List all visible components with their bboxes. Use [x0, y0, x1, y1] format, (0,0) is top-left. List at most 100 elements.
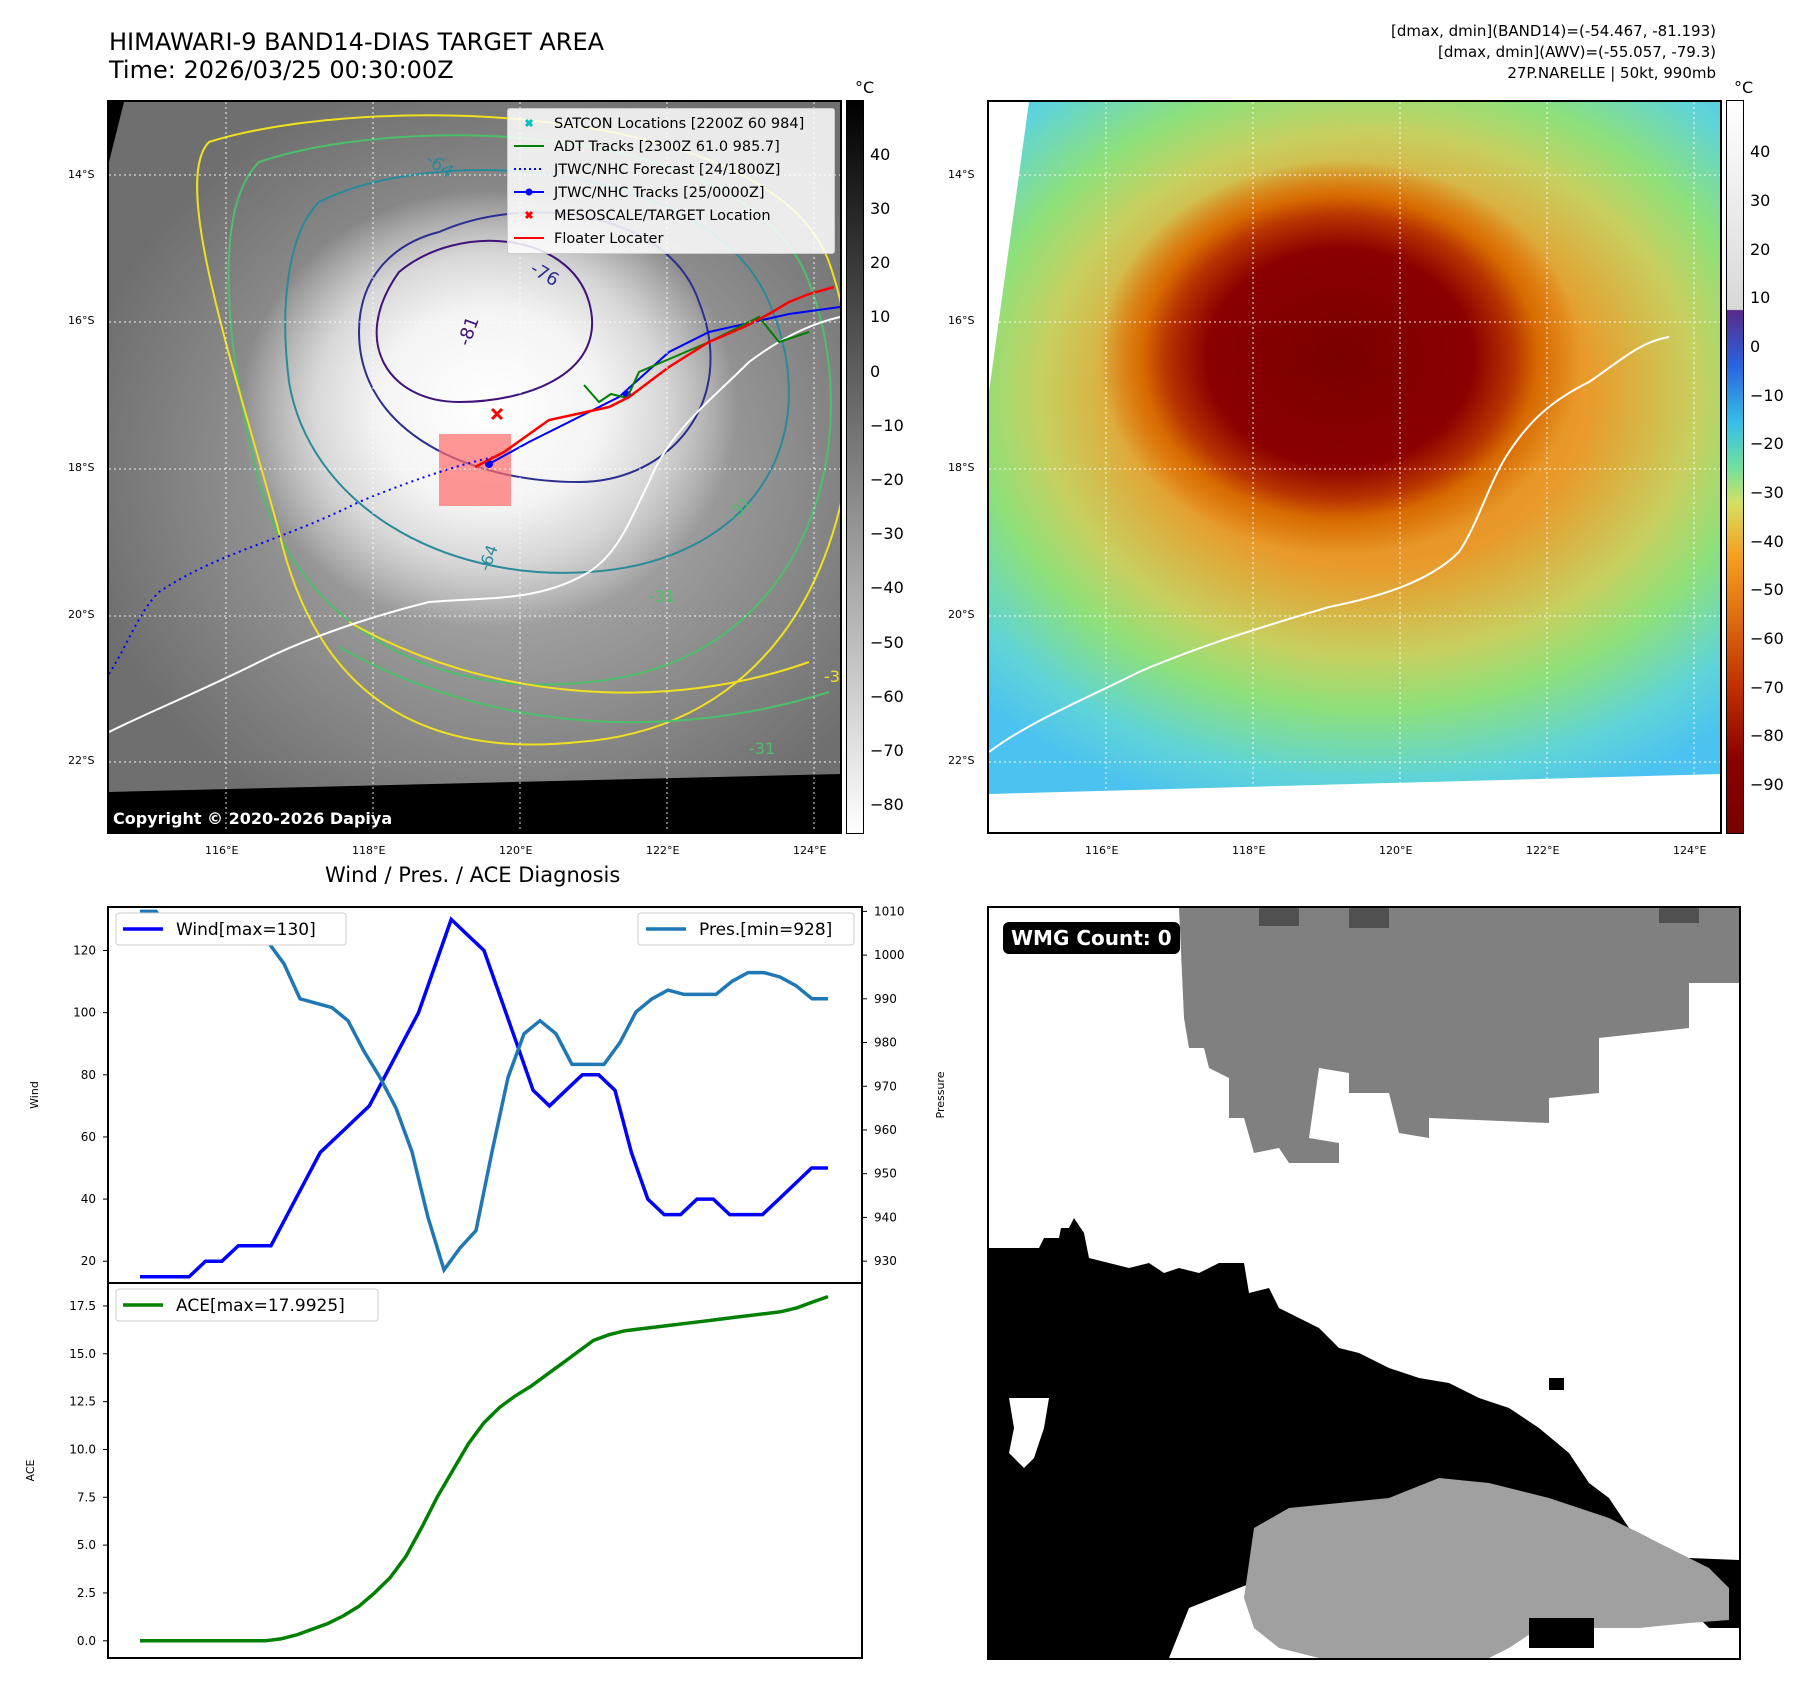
map-legend: SATCON Locations [2200Z 60 984] ADT Trac…	[507, 108, 835, 254]
awv-map-overlay	[989, 102, 1720, 832]
y2-tick-label: 980	[874, 1036, 897, 1050]
lat-label: 16°S	[948, 314, 975, 327]
x-marker-icon	[512, 204, 546, 227]
coastline	[109, 316, 840, 733]
legend-label: SATCON Locations [2200Z 60 984]	[554, 115, 805, 132]
wmg-black-block	[1549, 1378, 1564, 1390]
lat-label: 22°S	[68, 754, 95, 767]
colorbar-tick: −50	[870, 633, 904, 652]
contour-label: -31	[749, 739, 775, 758]
map-edge-mask	[109, 774, 840, 832]
legend-label: MESOSCALE/TARGET Location	[554, 207, 771, 224]
y-tick-label: 100	[73, 1006, 96, 1020]
series-line-ace	[140, 1294, 829, 1643]
colorbar-tick: 30	[870, 199, 891, 218]
colorbar-unit: °C	[855, 78, 875, 97]
wmg-gray-region	[1194, 933, 1264, 1023]
solid-line-icon	[512, 135, 546, 158]
legend-box	[115, 1288, 379, 1322]
legend-label: JTWC/NHC Forecast [24/1800Z]	[554, 161, 781, 178]
y-tick-label: 60	[81, 1130, 96, 1144]
legend-label: JTWC/NHC Tracks [25/0000Z]	[554, 184, 765, 201]
y-tick-label: 17.5	[69, 1299, 96, 1313]
lon-label: 118°E	[1232, 844, 1266, 857]
colorbar-tick: −20	[870, 470, 904, 489]
y2-tick-label: 1000	[874, 948, 905, 962]
ace-chart: 0.0 2.5 5.0 7.5 10.0 12.5 15.0 17.5 ACE ACE[max=1…	[24, 1282, 863, 1659]
contour-line	[375, 239, 594, 404]
colorbar-tick: −80	[870, 795, 904, 814]
floater-box	[439, 434, 511, 506]
wind-pressure-chart: 20 40 60 80 100 120 930 940 950 960 970 980 990 1000 1…	[28, 904, 947, 1284]
y-tick-label: 80	[81, 1068, 96, 1082]
lat-label: 20°S	[68, 608, 95, 621]
line-dot-icon	[512, 181, 546, 204]
wmg-black-block	[1529, 1618, 1594, 1648]
wmg-dark-region	[1259, 908, 1699, 928]
grayscale-colorbar	[846, 100, 864, 834]
y-tick-label: 0.0	[77, 1634, 96, 1648]
contour-line	[338, 646, 830, 724]
y-tick-label: 20	[81, 1254, 96, 1268]
lon-label: 124°E	[793, 844, 827, 857]
wmg-white-hole	[1009, 1398, 1049, 1468]
lon-label: 122°E	[646, 844, 680, 857]
colorbar-tick: −60	[870, 687, 904, 706]
floater-track	[474, 285, 835, 469]
colorbar-tick: −30	[870, 524, 904, 543]
target-marker	[490, 407, 504, 421]
info-line1: [dmax, dmin](BAND14)=(-54.467, -81.193)	[1391, 22, 1716, 40]
colorbar-tick: −20	[1750, 434, 1784, 453]
y2-tick-label: 970	[874, 1079, 897, 1093]
colorbar-unit: °C	[1734, 78, 1754, 97]
colorbar-tick: −10	[1750, 386, 1784, 405]
legend-item-forecast: JTWC/NHC Forecast [24/1800Z]	[508, 158, 834, 181]
info-line3: 27P.NARELLE | 50kt, 990mb	[1507, 64, 1716, 82]
colorbar-tick: −70	[1750, 678, 1784, 697]
colorbar-tick: −70	[870, 741, 904, 760]
lon-label: 122°E	[1526, 844, 1560, 857]
adt-track	[583, 315, 810, 404]
lat-label: 22°S	[948, 754, 975, 767]
contour-label: -64	[475, 542, 502, 573]
colorbar-tick: 40	[1750, 142, 1771, 161]
y2-axis-label: Pressure	[934, 1071, 947, 1118]
colorbar-tick: 40	[870, 145, 891, 164]
lon-label: 124°E	[1673, 844, 1707, 857]
colorbar-tick: −60	[1750, 629, 1784, 648]
colorbar-tick: 30	[1750, 191, 1771, 210]
y2-tick-label: 950	[874, 1167, 897, 1181]
lat-label: 20°S	[948, 608, 975, 621]
wmg-gray-region	[1179, 908, 1739, 1163]
wmg-count-badge: WMG Count: 0	[1003, 922, 1180, 954]
legend-label: Wind[max=130]	[176, 920, 316, 940]
contour-label: -31	[723, 493, 755, 525]
legend-item-adt: ADT Tracks [2300Z 61.0 985.7]	[508, 135, 834, 158]
contour-label: -81	[454, 314, 484, 349]
contour-label: -31	[824, 667, 840, 686]
colorbar-tick: 20	[870, 253, 891, 272]
colorbar-tick: −30	[1750, 483, 1784, 502]
figure-title-line1: HIMAWARI-9 BAND14-DIAS TARGET AREA	[109, 28, 605, 56]
forecast-track	[109, 456, 495, 675]
lat-label: 16°S	[68, 314, 95, 327]
map-gridlines	[989, 102, 1720, 832]
colorbar-tick: −50	[1750, 580, 1784, 599]
y-tick-label: 40	[81, 1192, 96, 1206]
solid-line-icon	[512, 227, 546, 250]
legend-box	[115, 912, 347, 946]
map-edge-mask	[109, 102, 124, 162]
legend-item-target: MESOSCALE/TARGET Location	[508, 204, 834, 227]
lon-label: 120°E	[1379, 844, 1413, 857]
awv-map-panel	[987, 100, 1722, 834]
y-tick-label: 15.0	[69, 1347, 96, 1361]
plot-frame	[107, 1282, 863, 1659]
legend-box	[637, 912, 855, 946]
lat-label: 14°S	[68, 168, 95, 181]
colorbar-tick: 20	[1750, 240, 1771, 259]
dotted-line-icon	[512, 158, 546, 181]
map-edge-mask	[989, 102, 1029, 392]
legend-label: ADT Tracks [2300Z 61.0 985.7]	[554, 138, 780, 155]
y2-tick-label: 940	[874, 1210, 897, 1224]
band14-map-panel: -64 -76 -81 -31 -64 -31 -31 -31 Copyrigh…	[107, 100, 842, 834]
